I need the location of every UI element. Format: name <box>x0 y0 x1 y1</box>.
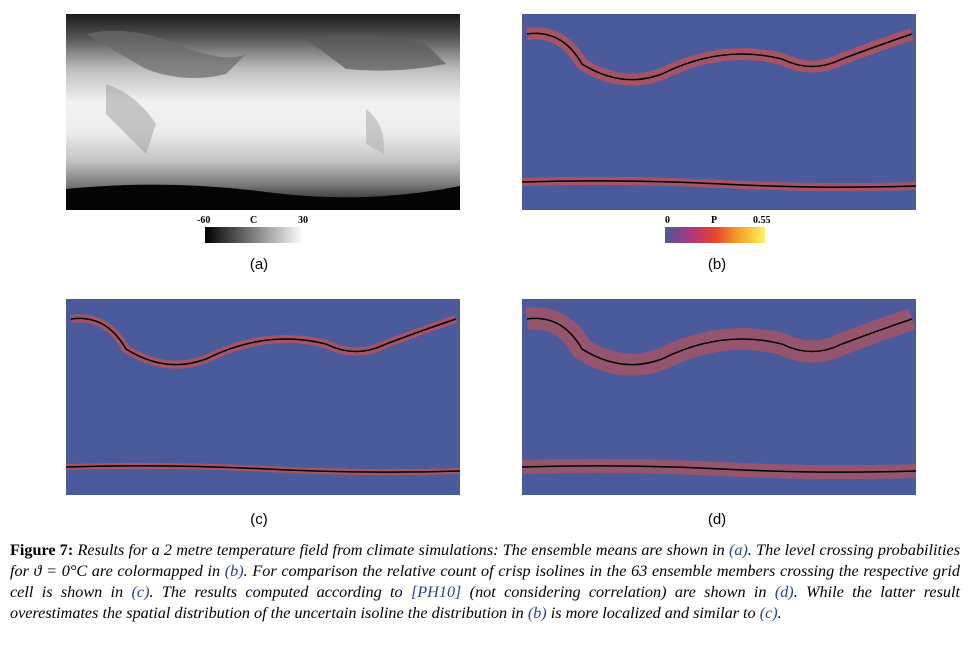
colorbar-a-gradient <box>205 227 303 243</box>
panel-d-ph10-result-map <box>522 299 916 495</box>
ref-panel-c[interactable]: (c) <box>131 583 150 601</box>
colorbar-a-min-label: -60 <box>197 215 211 226</box>
panel-b-crossing-probability-map <box>522 14 916 210</box>
ph10-map-d <box>522 299 916 495</box>
probability-map-b <box>522 14 916 210</box>
ref-panel-b[interactable]: (b) <box>224 562 244 580</box>
colorbar-a-unit-label: C <box>250 215 258 226</box>
figure-caption: Figure 7: Results for a 2 metre temperat… <box>10 541 961 622</box>
ref-panel-b-second[interactable]: (b) <box>527 604 547 622</box>
figure-label: Figure 7: <box>10 541 74 559</box>
colorbar-b-min-label: 0 <box>665 215 670 226</box>
isoline-count-map-c <box>66 299 460 495</box>
ref-panel-d[interactable]: (d) <box>774 583 794 601</box>
temperature-map-image <box>66 14 460 210</box>
subfigure-label-c: (c) <box>250 511 268 528</box>
ref-panel-c-second[interactable]: (c) <box>759 604 778 622</box>
ref-panel-a[interactable]: (a) <box>728 541 748 559</box>
subfigure-label-b: (b) <box>707 256 727 273</box>
colorbar-b-unit-label: P <box>711 215 718 226</box>
colorbar-b-gradient <box>665 227 765 243</box>
panel-a-temperature-map <box>66 14 460 210</box>
panel-c-crisp-isoline-count-map <box>66 299 460 495</box>
ref-citation-ph10[interactable]: [PH10] <box>410 583 462 601</box>
subfigure-label-d: (d) <box>707 511 727 528</box>
colorbar-b-max-label: 0.55 <box>753 215 771 226</box>
subfigure-label-a: (a) <box>249 256 269 273</box>
colorbar-a-max-label: 30 <box>298 215 308 226</box>
